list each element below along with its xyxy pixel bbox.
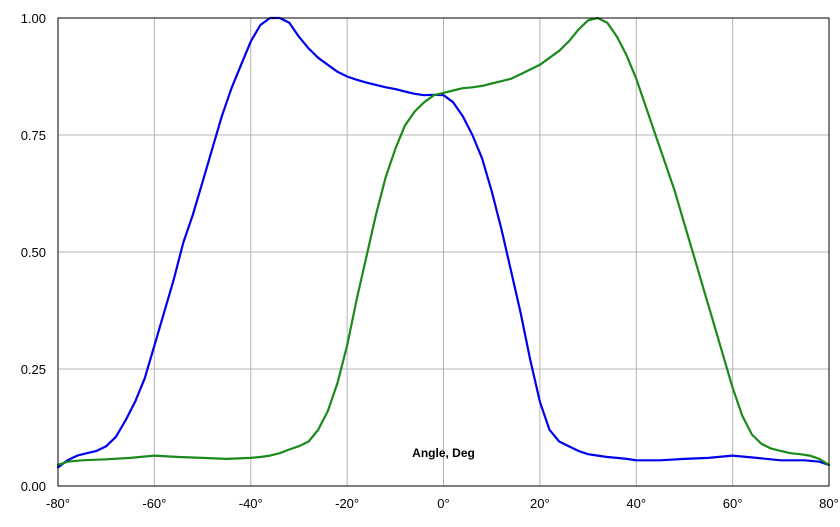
x-tick-label: 80° — [819, 496, 839, 511]
x-tick-label: -60° — [142, 496, 166, 511]
y-tick-label: 1.00 — [21, 11, 46, 26]
grid-lines — [58, 18, 829, 486]
x-tick-label: -80° — [46, 496, 70, 511]
x-tick-label: 40° — [626, 496, 646, 511]
tick-labels: -80° -60° -40° -20° 0° 20° 40° 60° 80° 0.00 0.25 0.… — [21, 11, 839, 511]
x-tick-label: 0° — [437, 496, 449, 511]
x-axis-label: Angle, Deg — [412, 446, 475, 460]
blue-series-line — [56, 16, 831, 469]
y-tick-label: 0.75 — [21, 128, 46, 143]
green-series-line — [56, 16, 831, 466]
x-tick-label: 20° — [530, 496, 550, 511]
x-tick-label: 60° — [723, 496, 743, 511]
x-tick-label: -40° — [239, 496, 263, 511]
x-tick-label: -20° — [335, 496, 359, 511]
y-tick-label: 0.00 — [21, 479, 46, 494]
plot-border — [57, 17, 830, 487]
y-tick-label: 0.25 — [21, 362, 46, 377]
series-layer — [56, 16, 831, 469]
y-tick-label: 0.50 — [21, 245, 46, 260]
